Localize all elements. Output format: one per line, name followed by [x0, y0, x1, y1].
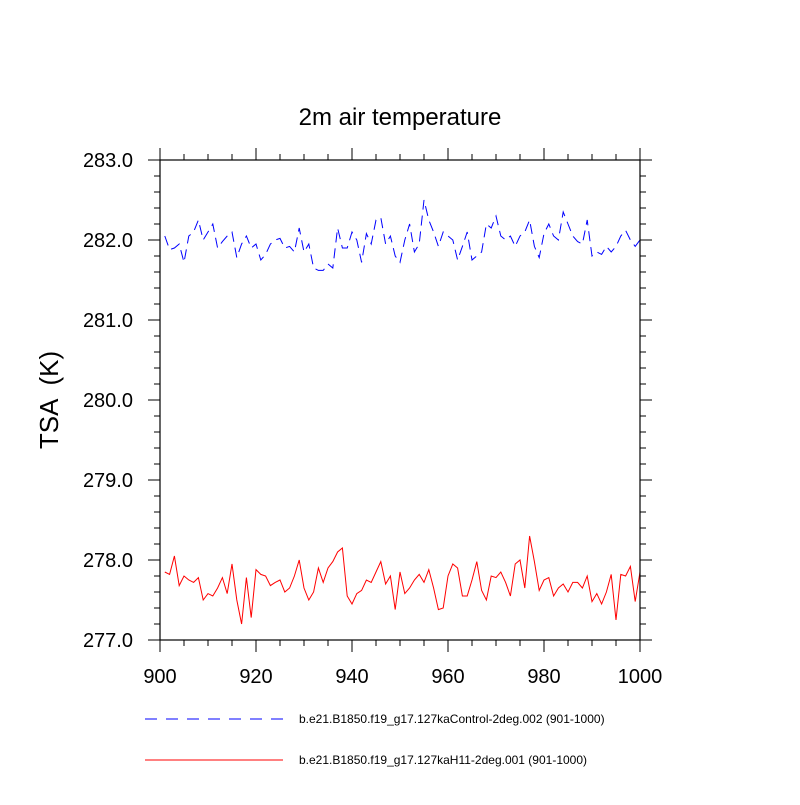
chart-title: 2m air temperature	[299, 104, 502, 131]
y-tick-label: 281.0	[83, 310, 133, 332]
x-tick-label: 980	[527, 666, 560, 688]
y-tick-label: 279.0	[83, 470, 133, 492]
y-tick-label: 280.0	[83, 390, 133, 412]
y-tick-label: 282.0	[83, 230, 133, 252]
y-axis-label: TSA (K)	[34, 351, 64, 449]
y-tick-label: 278.0	[83, 550, 133, 572]
series-layer	[164, 199, 641, 625]
plot-frame	[159, 159, 641, 641]
legend-label-1: b.e21.B1850.f19_g17.127kaControl-2deg.00…	[299, 712, 605, 726]
x-tick-label: 960	[431, 666, 464, 688]
legend-label-2: b.e21.B1850.f19_g17.127kaH11-2deg.001 (9…	[299, 753, 587, 767]
axis-ticks	[148, 148, 652, 652]
series-line-2	[164, 535, 641, 625]
x-tick-label: 1000	[618, 666, 663, 688]
x-tick-label: 900	[143, 666, 176, 688]
y-tick-label: 283.0	[83, 150, 133, 172]
series-line-1	[164, 199, 641, 271]
x-tick-label: 920	[239, 666, 272, 688]
x-tick-label: 940	[335, 666, 368, 688]
tick-labels: 900 920 940 960 980 1000 277.0 278.0 279.0 280.0 2…	[83, 150, 662, 688]
y-tick-label: 277.0	[83, 630, 133, 652]
legend: b.e21.B1850.f19_g17.127kaControl-2deg.00…	[145, 712, 605, 767]
